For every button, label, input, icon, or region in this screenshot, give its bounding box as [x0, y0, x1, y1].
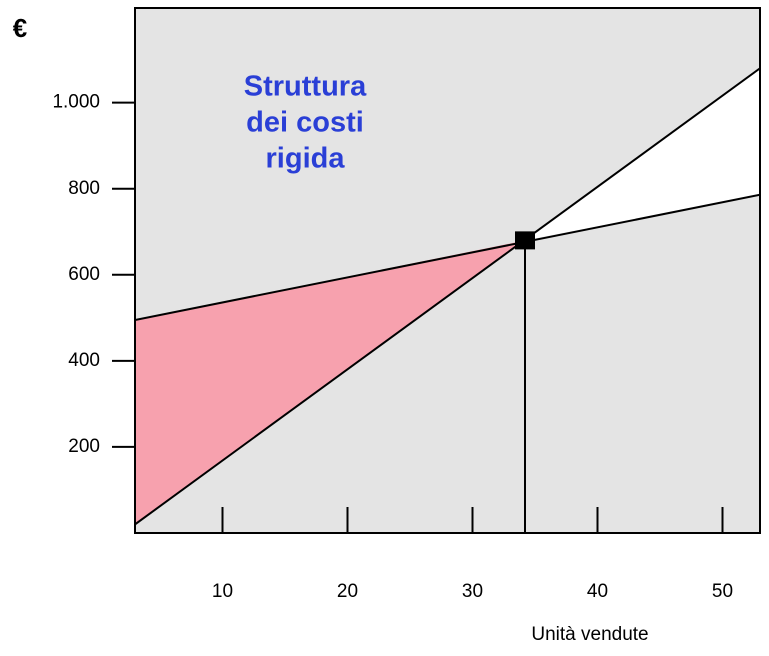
y-tick-label: 600 [68, 264, 100, 285]
y-tick-label: 200 [68, 436, 100, 457]
annotation: rigida [266, 143, 346, 175]
x-tick-label: 50 [712, 581, 733, 602]
x-tick-label: 40 [587, 581, 608, 602]
annotation: dei costi [246, 107, 364, 139]
x-tick-label: 30 [462, 581, 483, 602]
y-tick-label: 400 [68, 350, 100, 371]
y-tick-label: 1.000 [52, 92, 100, 113]
x-axis-label: Unità vendute [531, 624, 648, 645]
series-line [135, 67, 760, 526]
break-even-point [515, 231, 535, 250]
y-tick-label: 800 [68, 178, 100, 199]
annotation: Struttura [244, 71, 367, 103]
x-tick-label: 10 [212, 581, 233, 602]
plot-border [134, 7, 761, 534]
y-axis-label: € [13, 13, 27, 43]
series-line [135, 193, 760, 321]
x-tick-label: 20 [337, 581, 358, 602]
